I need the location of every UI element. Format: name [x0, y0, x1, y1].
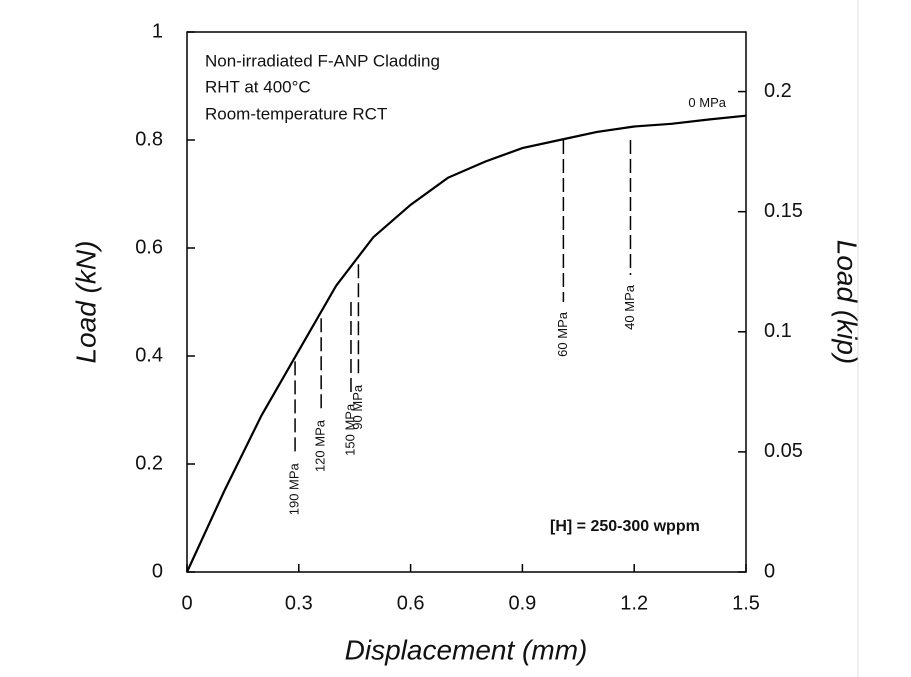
annotation: Non-irradiated F-ANP Cladding: [205, 51, 440, 70]
y2-tick-label: 0.05: [764, 440, 803, 462]
x-tick-label: 1.5: [732, 592, 760, 614]
y-axis-label: Load (kN): [70, 241, 101, 364]
drop-label: 60 MPa: [555, 311, 570, 357]
end-label: 0 MPa: [688, 95, 726, 110]
y-tick-label: 0: [152, 560, 163, 582]
y-tick-label: 0.2: [135, 452, 163, 474]
line: [186, 114, 747, 573]
y2-axis-label: Load (kip): [832, 240, 863, 365]
drop-label: 190 MPa: [287, 462, 302, 515]
drop-label: 40 MPa: [622, 284, 637, 330]
y-tick-label: 0.4: [135, 344, 163, 366]
drop-label: 150 MPa: [342, 403, 357, 456]
plot-frame: [186, 31, 747, 573]
y2-tick-label: 0.15: [764, 200, 803, 222]
x-tick-label: 0: [181, 592, 192, 614]
y2-tick-label: 0: [764, 560, 775, 582]
y-tick-label: 0.6: [135, 236, 163, 258]
x-tick-label: 1.2: [620, 592, 648, 614]
annotation: Room-temperature RCT: [205, 104, 387, 123]
x-tick-label: 0.9: [508, 592, 536, 614]
y-tick-label: 1: [152, 20, 163, 42]
annotation: RHT at 400°C: [205, 77, 311, 96]
y-tick-label: 0.8: [135, 128, 163, 150]
y2-tick-label: 0.2: [764, 80, 792, 102]
x-tick-label: 0.3: [285, 592, 313, 614]
x-axis-label: Displacement (mm): [345, 634, 588, 665]
drop-label: 120 MPa: [313, 419, 328, 472]
drop-label: 90 MPa: [350, 384, 365, 430]
y2-tick-label: 0.1: [764, 320, 792, 342]
x-tick-label: 0.6: [397, 592, 425, 614]
note: [H] = 250-300 wppm: [550, 518, 700, 535]
